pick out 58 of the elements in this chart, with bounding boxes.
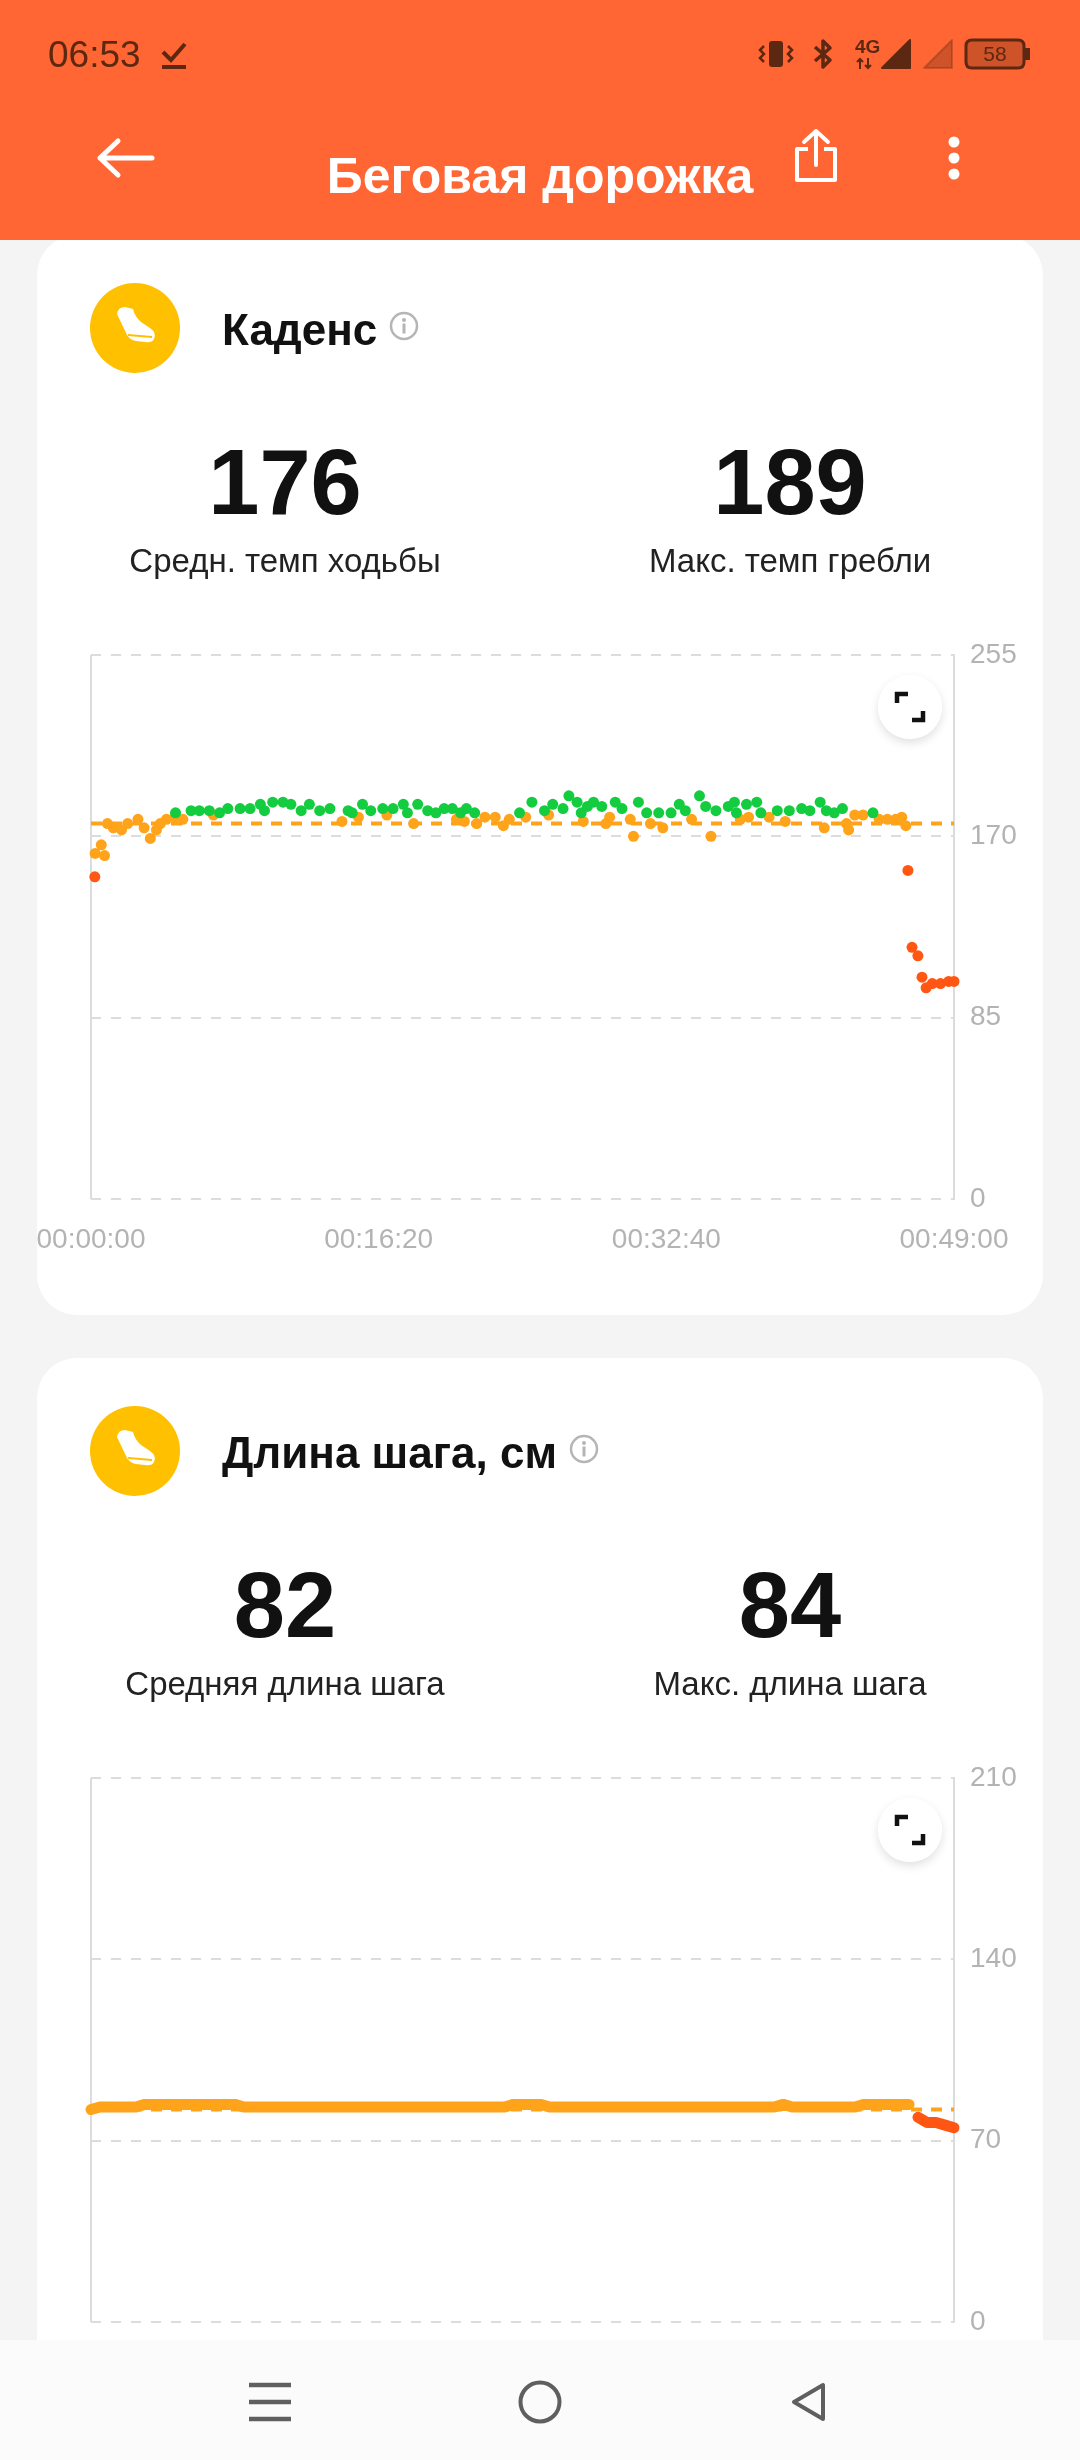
point: [705, 830, 717, 842]
point: [644, 818, 656, 830]
x-tick-label: 00:32:40: [611, 1222, 721, 1254]
point: [906, 941, 918, 953]
point: [843, 824, 855, 836]
text: Беговая дорожка: [326, 147, 754, 205]
text: 4G: [855, 36, 881, 58]
point: [779, 815, 791, 827]
y-tick-label: 70: [970, 2123, 1002, 2155]
x-tick-label: 00:00:00: [36, 1222, 146, 1254]
point: [177, 813, 189, 825]
point: [902, 864, 914, 876]
point: [604, 811, 616, 823]
point: [489, 811, 501, 823]
point: [818, 822, 830, 834]
point: [95, 839, 107, 851]
point: [624, 813, 636, 825]
point: [686, 813, 698, 825]
text: 189: [713, 429, 867, 535]
point: [657, 822, 669, 834]
y-tick-label: 210: [970, 1760, 1017, 1792]
point: [900, 820, 912, 832]
chart-title: Длина шага, см: [222, 1428, 558, 1477]
point: [122, 818, 134, 830]
text: Средняя длина шага: [125, 1665, 445, 1703]
chart-title: Каденс: [222, 305, 378, 354]
y-tick-label: 0: [970, 1181, 986, 1213]
y-tick-label: 85: [970, 1000, 1002, 1032]
x-tick-label: 00:49:00: [899, 1222, 1009, 1254]
y-tick-label: 0: [970, 2304, 986, 2336]
y-tick-label: 170: [970, 819, 1017, 851]
point: [144, 832, 156, 844]
point: [503, 813, 515, 825]
point: [479, 811, 491, 823]
x-tick-label: 00:16:20: [324, 1222, 434, 1254]
point: [577, 815, 589, 827]
point: [896, 811, 908, 823]
point: [743, 811, 755, 823]
point: [89, 871, 101, 883]
point: [336, 815, 348, 827]
text: 82: [233, 1552, 337, 1658]
text: 58: [983, 42, 1007, 66]
text: Макс. темп гребли: [648, 542, 932, 580]
point: [408, 818, 420, 830]
text: 176: [208, 429, 362, 535]
text: Макс. длина шага: [653, 1665, 927, 1703]
y-tick-label: 255: [970, 637, 1017, 669]
point: [912, 950, 924, 962]
point: [471, 818, 483, 830]
point: [627, 830, 639, 842]
point: [916, 971, 928, 983]
point: [99, 850, 110, 862]
text: Средн. темп ходьбы: [129, 542, 441, 580]
text: 84: [738, 1552, 842, 1658]
point: [138, 822, 150, 834]
y-tick-label: 140: [970, 1942, 1017, 1974]
text: 06:53: [48, 34, 141, 76]
point: [89, 847, 101, 859]
